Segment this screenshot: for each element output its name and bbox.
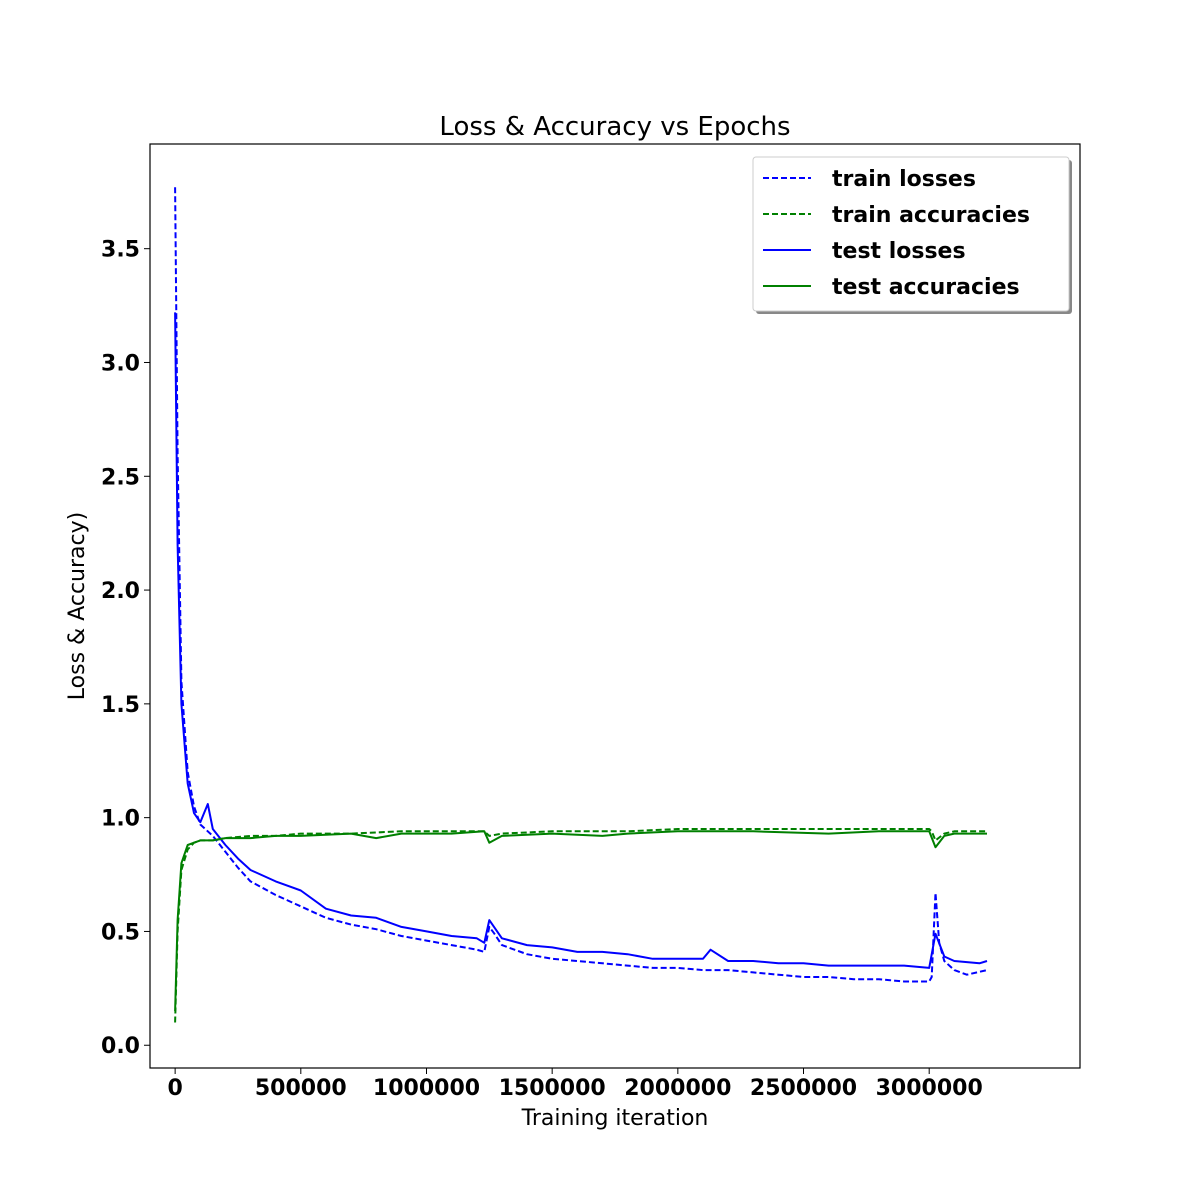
y-axis: 0.0 0.5 1.0 1.5 2.0 2.5 3.0 3.5 — [101, 238, 150, 1059]
y-tick-label: 2.0 — [101, 579, 140, 604]
x-tick-label: 3000000 — [876, 1076, 983, 1101]
x-tick-label: 1000000 — [373, 1076, 480, 1101]
series-line-train-losses — [174, 187, 988, 983]
y-tick-label: 0.0 — [101, 1034, 140, 1059]
legend: train losses train accuracies test losses t… — [752, 156, 1072, 314]
y-tick-label: 1.0 — [101, 807, 140, 832]
x-tick-label: 500000 — [255, 1076, 347, 1101]
legend-box — [752, 156, 1070, 312]
x-tick-label: 1500000 — [499, 1076, 606, 1101]
x-tick-label: 0 — [167, 1076, 182, 1101]
legend-label: train accuracies — [832, 203, 1030, 228]
series-line-test-accuracies — [174, 830, 987, 1012]
chart-title: Loss & Accuracy vs Epochs — [439, 112, 790, 142]
series-line-train-accuracies — [174, 828, 987, 1023]
series-line-test-losses — [174, 312, 988, 969]
plot-frame — [149, 143, 1081, 1069]
x-axis-label: Training iteration — [521, 1106, 709, 1131]
legend-label: test accuracies — [832, 275, 1020, 300]
plot-lines — [174, 187, 988, 1023]
legend-label: train losses — [832, 167, 976, 192]
y-tick-label: 1.5 — [101, 693, 140, 718]
x-tick-label: 2500000 — [750, 1076, 857, 1101]
y-tick-label: 3.5 — [101, 238, 140, 263]
y-tick-label: 3.0 — [101, 351, 140, 376]
x-tick-label: 2000000 — [624, 1076, 731, 1101]
y-axis-label: Loss & Accuracy) — [65, 512, 90, 700]
y-tick-label: 2.5 — [101, 465, 140, 490]
x-axis: 0 500000 1000000 1500000 2000000 2500000 30000… — [167, 1068, 983, 1101]
legend-label: test losses — [832, 239, 966, 264]
y-tick-label: 0.5 — [101, 920, 140, 945]
